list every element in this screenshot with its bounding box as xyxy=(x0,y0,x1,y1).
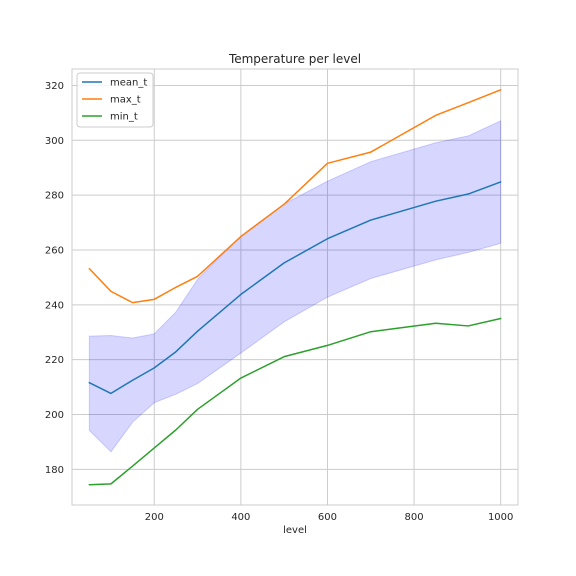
series-layer xyxy=(88,89,502,486)
plot-area xyxy=(72,69,518,505)
legend-label: max_t xyxy=(110,95,141,106)
x-tick-label: 1000 xyxy=(488,512,513,523)
y-tick-label: 280 xyxy=(45,191,64,202)
x-tick-label: 600 xyxy=(318,512,337,523)
y-tick-label: 320 xyxy=(45,81,64,92)
band-layer xyxy=(88,120,502,453)
y-tick-label: 220 xyxy=(45,355,64,366)
series-line-mean-t xyxy=(88,181,502,395)
range-band xyxy=(88,120,502,453)
y-tick-label: 260 xyxy=(45,245,64,256)
y-tick-label: 300 xyxy=(45,136,64,147)
y-tick-label: 200 xyxy=(45,410,64,421)
x-tick-label: 200 xyxy=(145,512,164,523)
y-tick-label: 180 xyxy=(45,465,64,476)
x-tick-label: 400 xyxy=(231,512,250,523)
series-line-min-t xyxy=(88,317,502,486)
legend: mean_t max_t min_t xyxy=(76,72,154,128)
legend-label: min_t xyxy=(110,112,138,123)
x-tick-label: 800 xyxy=(405,512,424,523)
chart-title: Temperature per level xyxy=(228,52,361,66)
grid xyxy=(72,69,518,505)
y-tick-label: 240 xyxy=(45,300,64,311)
x-ticks: 200 400 600 800 1000 xyxy=(145,512,514,523)
x-axis-label: level xyxy=(283,525,307,536)
legend-box xyxy=(76,72,154,128)
plot-frame xyxy=(71,68,519,506)
legend-label: mean_t xyxy=(110,78,147,89)
y-ticks: 180 200 220 240 260 280 300 320 xyxy=(45,81,64,476)
series-line-max-t xyxy=(88,89,502,304)
